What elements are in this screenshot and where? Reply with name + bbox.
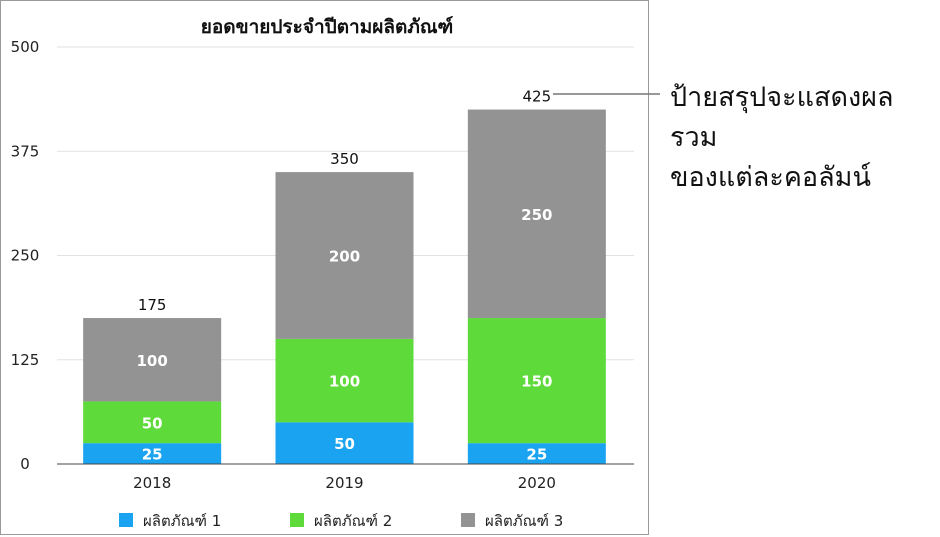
bar-segment — [467, 318, 606, 444]
bar-segment — [83, 443, 222, 464]
y-tick-label: 250 — [11, 247, 40, 265]
segment-value-label: 25 — [526, 446, 547, 464]
callout-annotation: ป้ายสรุปจะแสดงผลรวม ของแต่ละคอลัมน์ — [670, 78, 940, 198]
legend-swatch — [119, 513, 133, 527]
y-tick-label: 0 — [20, 455, 30, 473]
y-tick-label: 375 — [11, 142, 40, 160]
bar-segment — [467, 443, 606, 464]
callout-line-1: ป้ายสรุปจะแสดงผลรวม — [670, 82, 894, 153]
segment-value-label: 100 — [329, 373, 360, 391]
x-category-label: 2019 — [325, 474, 363, 492]
total-label: 425 — [523, 88, 552, 106]
segment-value-label: 25 — [142, 446, 163, 464]
x-category-label: 2020 — [518, 474, 556, 492]
total-label: 350 — [330, 150, 359, 168]
bar-segment — [83, 318, 222, 402]
segment-value-label: 50 — [142, 414, 163, 432]
stacked-bar-chart: ยอดขายประจำปีตามผลิตภัณฑ์ 0 125 250 375 500 25… — [11, 16, 634, 530]
callout-line-2: ของแต่ละคอลัมน์ — [670, 162, 871, 193]
legend-swatch — [461, 513, 475, 527]
segment-value-label: 200 — [329, 248, 360, 266]
total-label: 175 — [138, 296, 167, 314]
x-category-label: 2018 — [133, 474, 171, 492]
y-tick-label: 125 — [11, 351, 40, 369]
segment-value-label: 250 — [521, 206, 552, 224]
bar-segment — [275, 338, 414, 423]
y-tick-label: 500 — [11, 38, 40, 56]
legend-label: ผลิตภัณฑ์ 3 — [485, 512, 563, 530]
bar-segment — [275, 172, 414, 339]
legend-swatch — [290, 513, 304, 527]
segment-value-label: 100 — [137, 352, 168, 370]
bar-segment — [467, 109, 606, 319]
legend-label: ผลิตภัณฑ์ 1 — [143, 512, 221, 530]
segment-value-label: 150 — [521, 373, 552, 391]
chart-frame: ยอดขายประจำปีตามผลิตภัณฑ์ 0 125 250 375 500 25… — [0, 0, 649, 535]
bar-segment — [275, 422, 414, 464]
chart-title: ยอดขายประจำปีตามผลิตภัณฑ์ — [201, 16, 454, 38]
bar-segment — [83, 401, 222, 444]
legend-label: ผลิตภัณฑ์ 2 — [314, 512, 392, 530]
segment-value-label: 50 — [334, 435, 355, 453]
